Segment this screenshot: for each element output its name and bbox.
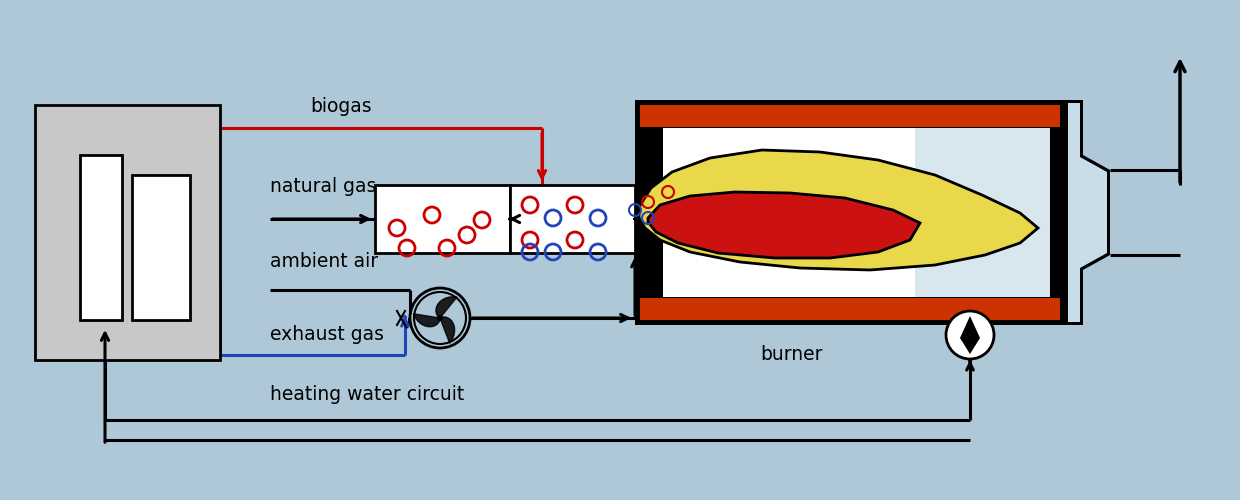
- Bar: [374, 185, 510, 253]
- Bar: [635, 100, 1065, 325]
- Bar: [81, 155, 122, 320]
- Polygon shape: [649, 192, 920, 258]
- Text: biogas: biogas: [310, 97, 372, 116]
- Polygon shape: [1065, 100, 1110, 325]
- Polygon shape: [960, 316, 980, 354]
- Text: burner: burner: [760, 345, 822, 364]
- Bar: [510, 185, 635, 253]
- Text: heating water circuit: heating water circuit: [270, 385, 464, 404]
- Polygon shape: [440, 317, 455, 343]
- Bar: [35, 105, 219, 360]
- Text: natural gas: natural gas: [270, 177, 377, 196]
- Polygon shape: [413, 314, 440, 327]
- Bar: [663, 128, 1050, 297]
- Bar: [640, 298, 1060, 320]
- Text: ambient air: ambient air: [270, 252, 378, 271]
- Circle shape: [436, 315, 443, 321]
- Polygon shape: [639, 150, 1038, 270]
- Bar: [640, 105, 1060, 127]
- Text: exhaust gas: exhaust gas: [270, 325, 384, 344]
- Circle shape: [946, 311, 994, 359]
- Bar: [131, 175, 190, 320]
- Bar: [915, 128, 1050, 297]
- Polygon shape: [1068, 103, 1107, 322]
- Circle shape: [410, 288, 470, 348]
- Polygon shape: [436, 296, 458, 318]
